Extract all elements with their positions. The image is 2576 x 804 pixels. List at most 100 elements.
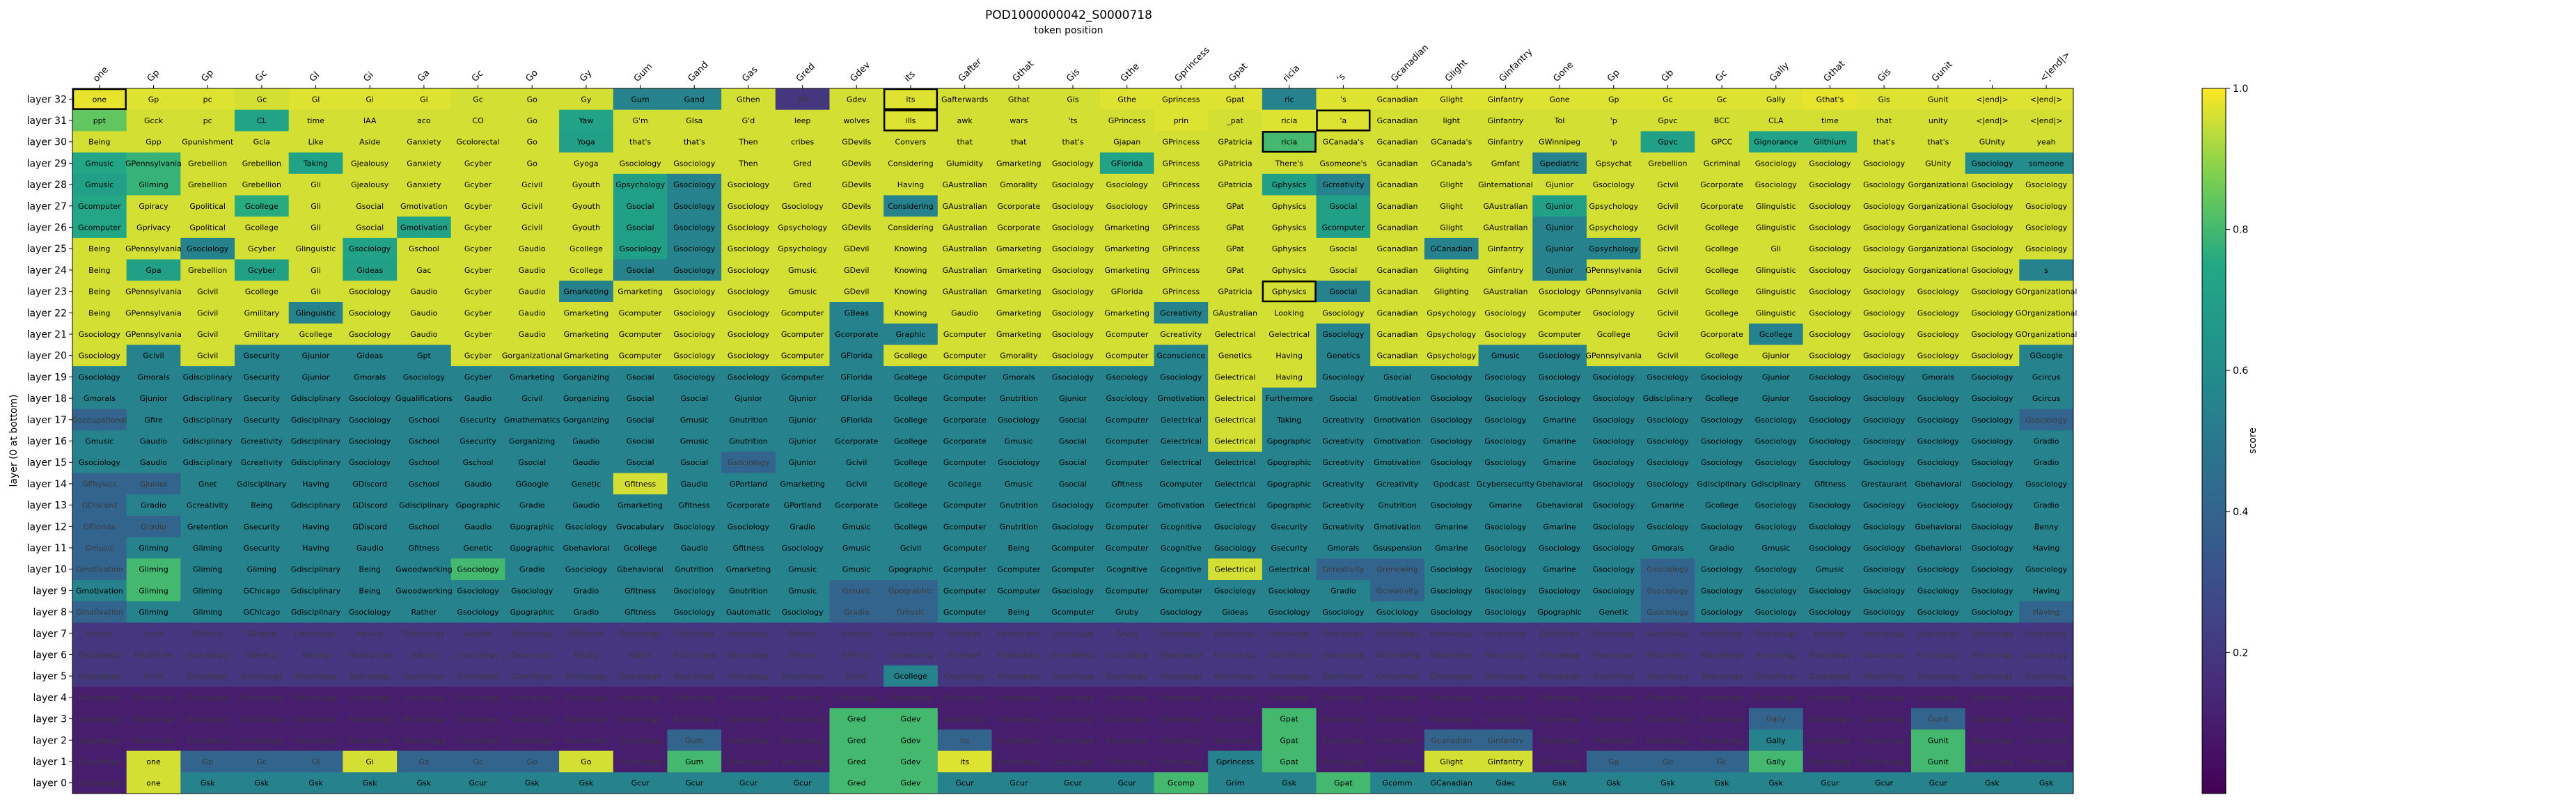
heatmap-cell xyxy=(613,323,668,345)
heatmap-cell xyxy=(1695,409,1750,431)
heatmap-cell xyxy=(559,494,614,517)
cell-token-label: Gsociology xyxy=(1593,458,1635,467)
heatmap-cell xyxy=(235,345,290,367)
cell-token-label: Gand xyxy=(684,95,705,104)
heatmap-cell xyxy=(991,216,1046,239)
cell-token-label: Gsociology xyxy=(1431,693,1473,702)
heatmap-cell xyxy=(1424,451,1479,474)
cell-token-label: Glighting xyxy=(1434,287,1469,297)
cell-token-label: Gmarketing xyxy=(564,287,609,297)
heatmap-cell xyxy=(1640,259,1695,281)
cell-token-label: Gcur xyxy=(1929,779,1948,788)
heatmap-cell xyxy=(613,109,668,132)
cell-token-label: Gsociology xyxy=(349,672,391,681)
cell-token-label: Gcomputer xyxy=(998,565,1041,574)
cell-token-label: Gsociology xyxy=(1106,202,1149,211)
heatmap-cell xyxy=(1099,259,1155,281)
heatmap-cell xyxy=(1803,430,1858,452)
heatmap-cell xyxy=(1640,281,1695,303)
cell-token-label: Gcanadian xyxy=(1377,244,1418,253)
cell-token-label: one xyxy=(146,757,161,766)
heatmap-cell xyxy=(397,537,452,559)
cell-token-label: Gcyber xyxy=(248,244,276,253)
heatmap-cell xyxy=(1910,473,1966,495)
heatmap-cell xyxy=(1532,131,1587,153)
cell-token-label: Considering xyxy=(888,159,933,168)
cell-token-label: Gpvc xyxy=(1658,116,1677,125)
heatmap-cell xyxy=(1803,88,1858,111)
cell-token-label: Gsociology xyxy=(782,608,824,617)
cell-token-label: Gsociology xyxy=(403,629,446,638)
heatmap-cell xyxy=(1857,281,1912,303)
cell-token-label: Gsociology xyxy=(457,650,500,659)
cell-token-label: GAustralian xyxy=(943,202,987,211)
heatmap-cell xyxy=(72,451,127,474)
heatmap-cell xyxy=(1154,173,1209,196)
cell-token-label: Gradio xyxy=(1709,544,1735,553)
heatmap-cell xyxy=(1532,494,1587,517)
cell-token-label: Ginfantry xyxy=(1488,138,1524,147)
cell-token-label: Gsociology xyxy=(2025,223,2068,232)
cell-token-label: ricia xyxy=(1281,138,1297,147)
x-tick-label: Go xyxy=(524,68,540,84)
heatmap-cell xyxy=(829,537,884,559)
heatmap-cell xyxy=(1586,473,1642,495)
cell-token-label: Gmusic xyxy=(85,180,113,189)
cell-token-label: Gsociology xyxy=(403,672,446,681)
heatmap-cell xyxy=(1370,301,1425,324)
x-tick-label: one xyxy=(91,65,111,84)
heatmap-cell xyxy=(126,515,181,538)
heatmap-cell xyxy=(288,237,343,260)
heatmap-cell xyxy=(1370,152,1425,175)
heatmap-cell xyxy=(1532,366,1587,388)
heatmap-cell xyxy=(991,323,1046,345)
heatmap-cell xyxy=(1586,494,1642,517)
heatmap-cell xyxy=(180,451,235,474)
heatmap-cell xyxy=(829,173,884,196)
heatmap-cell xyxy=(343,515,398,538)
cell-token-label: Gcomputer xyxy=(781,330,824,339)
cell-token-label: Gsociology xyxy=(1647,416,1689,425)
cell-token-label: _pat xyxy=(1226,116,1243,125)
heatmap-cell xyxy=(126,281,181,303)
cell-token-label: Gcomputer xyxy=(1322,223,1365,232)
heatmap-cell xyxy=(126,494,181,517)
cell-token-label: GAustralian xyxy=(1483,202,1527,211)
heatmap-cell xyxy=(397,109,452,132)
heatmap-cell xyxy=(235,409,290,431)
heatmap-cell xyxy=(1965,237,2020,260)
cell-token-label: Gsociology xyxy=(1106,650,1149,659)
heatmap-cell xyxy=(1640,451,1695,474)
heatmap-cell xyxy=(829,430,884,452)
heatmap-cell xyxy=(450,131,505,153)
cell-token-label: Gsociology xyxy=(782,672,824,681)
cell-token-label: Gsk xyxy=(1985,779,2000,788)
cell-token-label: Glight xyxy=(1440,223,1463,232)
heatmap-cell xyxy=(1910,323,1966,345)
x-tick-label: Gally xyxy=(1768,61,1791,84)
cell-token-label: Gcomputer xyxy=(781,308,824,317)
heatmap-cell xyxy=(1154,237,1209,260)
heatmap-cell xyxy=(2019,195,2074,217)
heatmap-cell xyxy=(2019,131,2074,153)
x-tick-label: Gc xyxy=(470,68,486,84)
cell-token-label: Gsociology xyxy=(728,757,770,766)
x-tick-label: Gpat xyxy=(1227,61,1250,84)
cell-token-label: Gsociology xyxy=(728,629,770,638)
heatmap-cell xyxy=(883,301,938,324)
cell-token-label: Gsociology xyxy=(241,736,283,745)
cell-token-label: Gum xyxy=(631,95,649,104)
heatmap-cell xyxy=(1262,88,1317,111)
heatmap-cell xyxy=(72,237,127,260)
cell-token-label: Gsociology xyxy=(1052,522,1094,531)
cell-token-label: Gsociology xyxy=(1160,372,1202,381)
cell-token-label: Gsocial xyxy=(356,223,384,232)
heatmap-cell xyxy=(937,195,992,217)
heatmap-cell xyxy=(505,430,560,452)
cell-token-label: Gsociology xyxy=(728,287,770,297)
heatmap-cell xyxy=(180,259,235,281)
heatmap-cell xyxy=(1532,345,1587,367)
heatmap-cell xyxy=(829,237,884,260)
cell-token-label: Gsociology xyxy=(1863,693,1906,702)
heatmap-cell xyxy=(883,259,938,281)
